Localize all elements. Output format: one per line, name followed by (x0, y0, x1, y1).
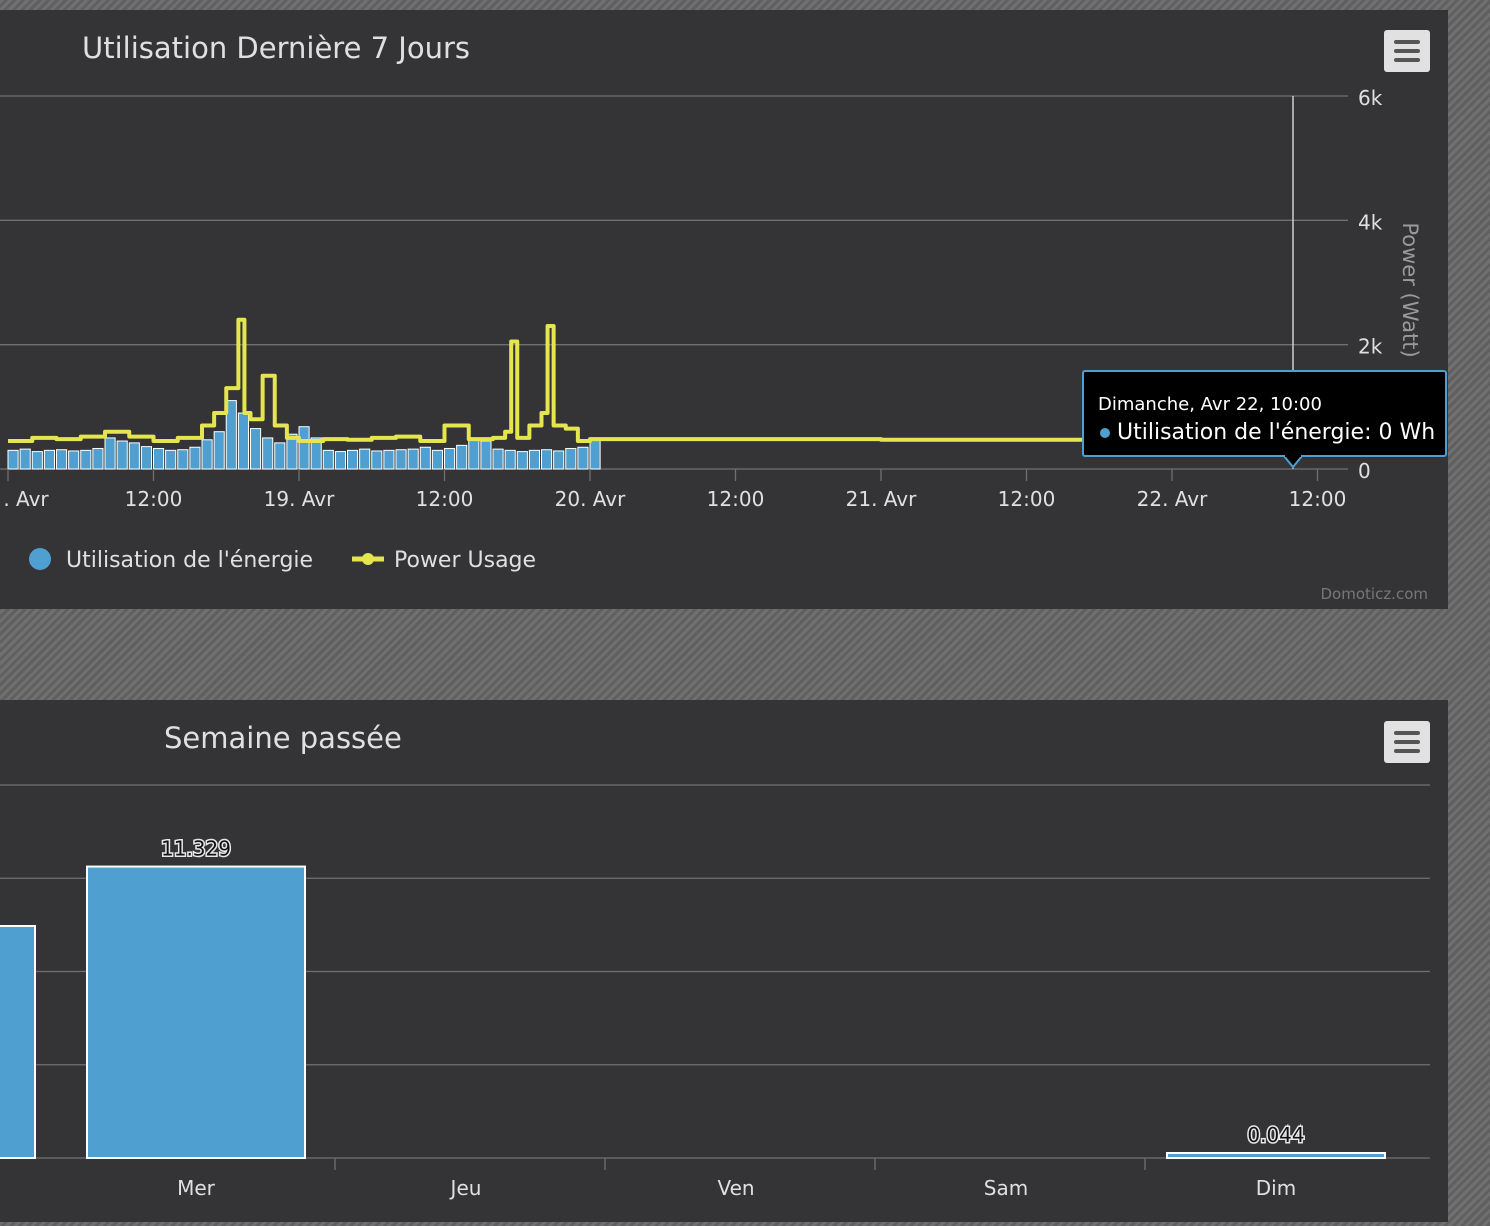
energy-bar (56, 449, 68, 470)
energy-bar (456, 444, 468, 470)
legend-item-power[interactable]: Power Usage (352, 548, 536, 573)
energy-bar (104, 437, 116, 470)
last-week-chart: 11.329 0.044 Mer Jeu Ven Sam Dim Semaine pass… (0, 721, 1430, 1200)
energy-bar (589, 437, 601, 470)
chart-menu-button[interactable] (1384, 721, 1430, 763)
energy-bar (274, 442, 286, 470)
energy-bar (431, 449, 443, 470)
legend-item-energy[interactable]: Utilisation de l'énergie (29, 548, 313, 573)
y-tick-label: 0 (1358, 459, 1371, 483)
legend-label-power: Power Usage (394, 548, 536, 573)
energy-bar (577, 446, 589, 470)
chart-title: Utilisation Dernière 7 Jours (82, 31, 470, 65)
energy-bar (480, 440, 492, 470)
line-circle-marker-icon (352, 553, 384, 565)
x-tick-label: Dim (1256, 1176, 1296, 1200)
energy-bar (444, 447, 456, 470)
energy-bar (177, 449, 189, 470)
energy-bar (262, 437, 274, 470)
energy-bar (383, 449, 395, 470)
energy-bar (189, 446, 201, 470)
energy-bar (310, 437, 322, 470)
x-tick-label: 20. Avr (555, 487, 627, 511)
energy-bar (553, 450, 565, 470)
hamburger-menu-icon (1394, 731, 1420, 735)
legend: Utilisation de l'énergie Power Usage (29, 548, 536, 573)
x-tick-label: 12:00 (707, 487, 765, 511)
data-label: 0.044 (1247, 1123, 1304, 1147)
energy-bar (68, 450, 80, 470)
hamburger-menu-icon (1394, 40, 1420, 44)
data-label: 11.329 (161, 837, 231, 861)
energy-bar (407, 448, 419, 470)
x-tick-label: 12:00 (125, 487, 183, 511)
energy-bar (92, 447, 104, 470)
chart-menu-button[interactable] (1384, 30, 1430, 72)
x-tick-label: 12:00 (998, 487, 1056, 511)
energy-bar (31, 451, 43, 470)
x-tick-label: Sam (984, 1176, 1028, 1200)
y-axis-label: Power (Watt) (1398, 222, 1422, 357)
energy-bar (419, 446, 431, 470)
energy-bar (541, 449, 553, 470)
x-tick-label: Mer (177, 1176, 216, 1200)
category-bar (86, 865, 306, 1160)
power-usage-line (8, 317, 1296, 444)
x-tick-label: Ven (717, 1176, 754, 1200)
energy-bar (7, 449, 19, 470)
x-tick-label: 19. Avr (264, 487, 336, 511)
energy-bar (492, 448, 504, 470)
energy-bar (565, 447, 577, 470)
tooltip-date: Dimanche, Avr 22, 10:00 (1098, 394, 1322, 415)
energy-bar (504, 449, 516, 470)
energy-bar (153, 447, 165, 470)
y-tick-label: 4k (1358, 210, 1383, 234)
energy-bar (165, 449, 177, 470)
x-tick-label: 21. Avr (846, 487, 918, 511)
credit-link[interactable]: Domoticz.com (1321, 585, 1429, 603)
x-tick-label: 12:00 (1289, 487, 1347, 511)
tooltip-series: Utilisation de l'énergie: 0 Wh (1117, 420, 1435, 445)
energy-bar (237, 412, 249, 470)
energy-bar (80, 449, 92, 470)
energy-bar (250, 428, 262, 470)
tooltip-bullet-icon (1100, 428, 1110, 438)
x-tick-label: . Avr (3, 487, 49, 511)
x-tick-label: 22. Avr (1137, 487, 1209, 511)
energy-bar (140, 446, 152, 470)
seven-day-chart: . Avr 12:00 19. Avr 12:00 20. Avr 12:00 21. Av… (0, 31, 1447, 603)
y-tick-label: 2k (1358, 335, 1383, 359)
energy-bar (43, 449, 55, 470)
x-tick-label: Jeu (449, 1176, 482, 1200)
energy-bar (286, 433, 298, 470)
category-bar (1166, 1152, 1386, 1159)
energy-bar (116, 440, 128, 470)
x-tick-label: 12:00 (416, 487, 474, 511)
y-tick-label: 6k (1358, 86, 1383, 110)
energy-bar (334, 451, 346, 470)
legend-label-energy: Utilisation de l'énergie (66, 548, 313, 573)
energy-bar (359, 448, 371, 470)
tooltip: Dimanche, Avr 22, 10:00 Utilisation de l… (1082, 370, 1447, 469)
energy-bar (298, 426, 310, 470)
energy-bar (468, 438, 480, 470)
energy-bar (528, 449, 540, 470)
chart-title: Semaine passée (164, 721, 402, 755)
last-week-chart-panel: 11.329 0.044 Mer Jeu Ven Sam Dim Semaine pass… (0, 700, 1448, 1222)
energy-bar (19, 448, 31, 470)
energy-bar (201, 439, 213, 470)
energy-bar (347, 449, 359, 470)
energy-bar (128, 442, 140, 470)
energy-bar (371, 450, 383, 470)
bar-offscreen (0, 925, 36, 1159)
energy-bar (395, 449, 407, 470)
energy-bar (213, 431, 225, 470)
seven-day-chart-panel: . Avr 12:00 19. Avr 12:00 20. Avr 12:00 21. Av… (0, 10, 1448, 609)
energy-bar (225, 400, 237, 470)
energy-bar (516, 451, 528, 470)
circle-marker-icon (29, 548, 51, 570)
energy-bar (322, 449, 334, 470)
